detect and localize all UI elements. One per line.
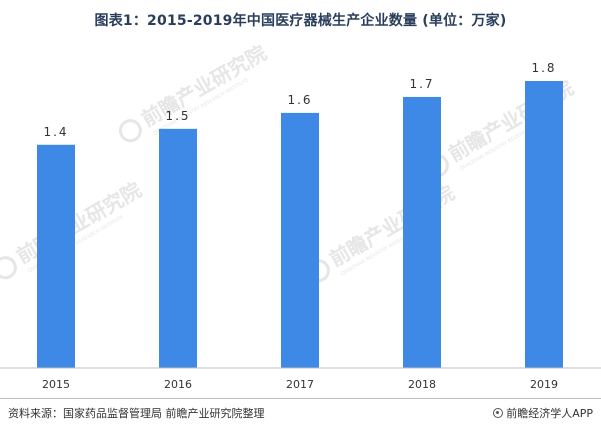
bar-2016 (159, 128, 197, 368)
bar-2018 (403, 96, 441, 368)
value-label-2017: 1.6 (287, 93, 312, 107)
bar-2017 (281, 112, 319, 368)
value-label-2016: 1.5 (165, 109, 190, 123)
value-label-2015: 1.4 (43, 125, 68, 139)
x-tick-labels: 2015 2016 2017 2018 2019 (42, 378, 558, 391)
value-label-2019: 1.8 (531, 61, 556, 75)
watermark-logo-icon (118, 119, 142, 143)
bar-2015 (37, 144, 75, 368)
brand-text: 前瞻经济学人APP (506, 407, 593, 420)
watermark-logo-icon (0, 256, 17, 280)
footer: 资料来源：国家药品监督管理局 前瞻产业研究院整理 前瞻经济学人APP (0, 398, 601, 429)
watermark-text: 前瞻产业研究院 (137, 41, 270, 132)
brand-logo-icon (493, 408, 504, 418)
value-label-2018: 1.7 (409, 77, 434, 91)
value-labels: 1.4 1.5 1.6 1.7 1.8 (43, 61, 556, 139)
watermark-text: 前瞻产业研究院 (12, 178, 145, 269)
chart-title: 图表1：2015-2019年中国医疗器械生产企业数量 (单位：万家) (94, 13, 507, 29)
bars-layer (37, 81, 563, 368)
x-tick-label-2019: 2019 (530, 378, 558, 391)
source-note: 资料来源：国家药品监督管理局 前瞻产业研究院整理 (8, 407, 265, 420)
brand-credit: 前瞻经济学人APP (493, 405, 593, 421)
x-tick-label-2018: 2018 (408, 378, 436, 391)
x-tick-label-2017: 2017 (286, 378, 314, 391)
x-tick-label-2015: 2015 (42, 378, 70, 391)
x-tick-label-2016: 2016 (164, 378, 192, 391)
bar-2019 (525, 81, 563, 368)
